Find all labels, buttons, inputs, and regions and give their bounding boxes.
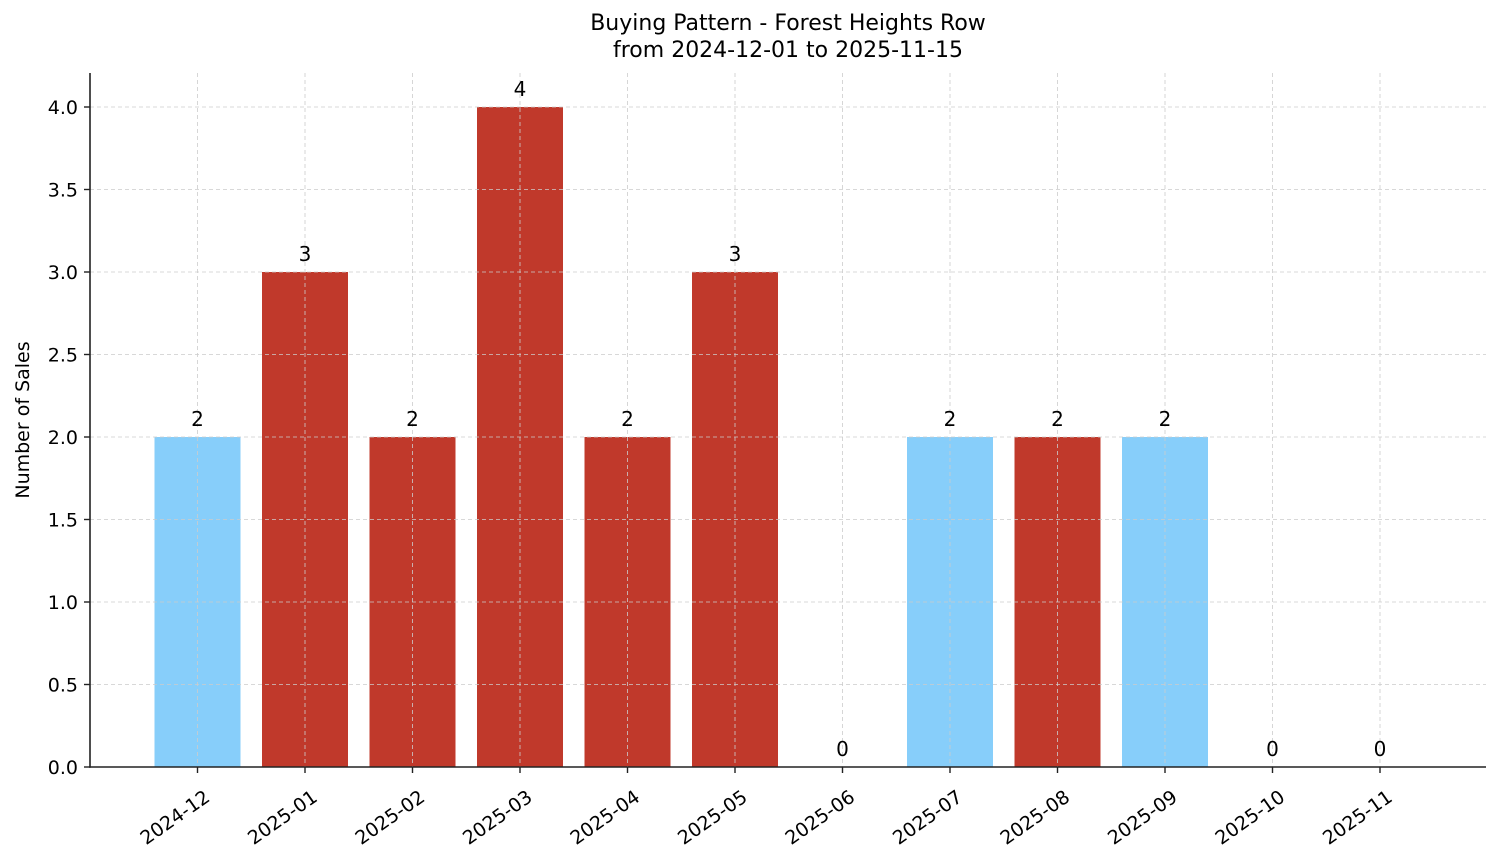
- y-tick-label: 1.0: [48, 592, 78, 614]
- bar-value-label: 0: [1374, 737, 1387, 761]
- x-tick-label: 2025-08: [996, 786, 1074, 850]
- y-tick-label: 2.0: [48, 427, 78, 449]
- bar-value-label: 2: [621, 407, 634, 431]
- y-tick-label: 2.5: [48, 345, 78, 367]
- bar-value-label: 0: [1266, 737, 1279, 761]
- y-tick-label: 3.5: [48, 180, 78, 202]
- chart-title: Buying Pattern - Forest Heights Row from…: [0, 10, 1501, 64]
- x-tick-label: 2025-11: [1319, 786, 1397, 850]
- bar-value-label: 2: [1159, 407, 1172, 431]
- x-tick-label: 2025-01: [244, 786, 322, 850]
- x-tick-label: 2025-09: [1104, 786, 1182, 850]
- bar-value-label: 2: [191, 407, 204, 431]
- x-tick-label: 2025-02: [351, 786, 429, 850]
- x-tick-label: 2025-03: [459, 786, 537, 850]
- y-tick-label: 4.0: [48, 97, 78, 119]
- axes: [89, 73, 1486, 768]
- x-tick-label: 2025-06: [781, 786, 859, 850]
- bar-value-label: 3: [729, 242, 742, 266]
- bar-value-label: 2: [944, 407, 957, 431]
- grid-lines-overlay: [90, 73, 1486, 767]
- x-tick-label: 2025-10: [1211, 786, 1289, 850]
- bar-value-labels: 2 3 2 4 2 3 0 2 2 2 0 0: [191, 77, 1386, 761]
- bar-value-label: 2: [1051, 407, 1064, 431]
- y-axis-ticks: 0.0 0.5 1.0 1.5 2.0 2.5 3.0 3.5 4.0: [48, 97, 90, 779]
- x-tick-label: 2025-04: [566, 786, 644, 850]
- x-tick-label: 2024-12: [136, 786, 214, 850]
- x-tick-label: 2025-05: [674, 786, 752, 850]
- chart-title-main: Buying Pattern - Forest Heights Row: [590, 11, 986, 36]
- y-tick-label: 0.5: [48, 675, 78, 697]
- bar-value-label: 4: [514, 77, 527, 101]
- x-axis-ticks: 2024-12 2025-01 2025-02 2025-03 2025-04 2025-…: [136, 767, 1396, 850]
- y-tick-label: 0.0: [48, 757, 78, 779]
- bar-value-label: 0: [836, 737, 849, 761]
- chart-subtitle: from 2024-12-01 to 2025-11-15: [613, 38, 963, 63]
- x-tick-label: 2025-07: [889, 786, 967, 850]
- bar-value-label: 2: [406, 407, 419, 431]
- y-tick-label: 1.5: [48, 510, 78, 532]
- bar-value-label: 3: [299, 242, 312, 266]
- y-tick-label: 3.0: [48, 262, 78, 284]
